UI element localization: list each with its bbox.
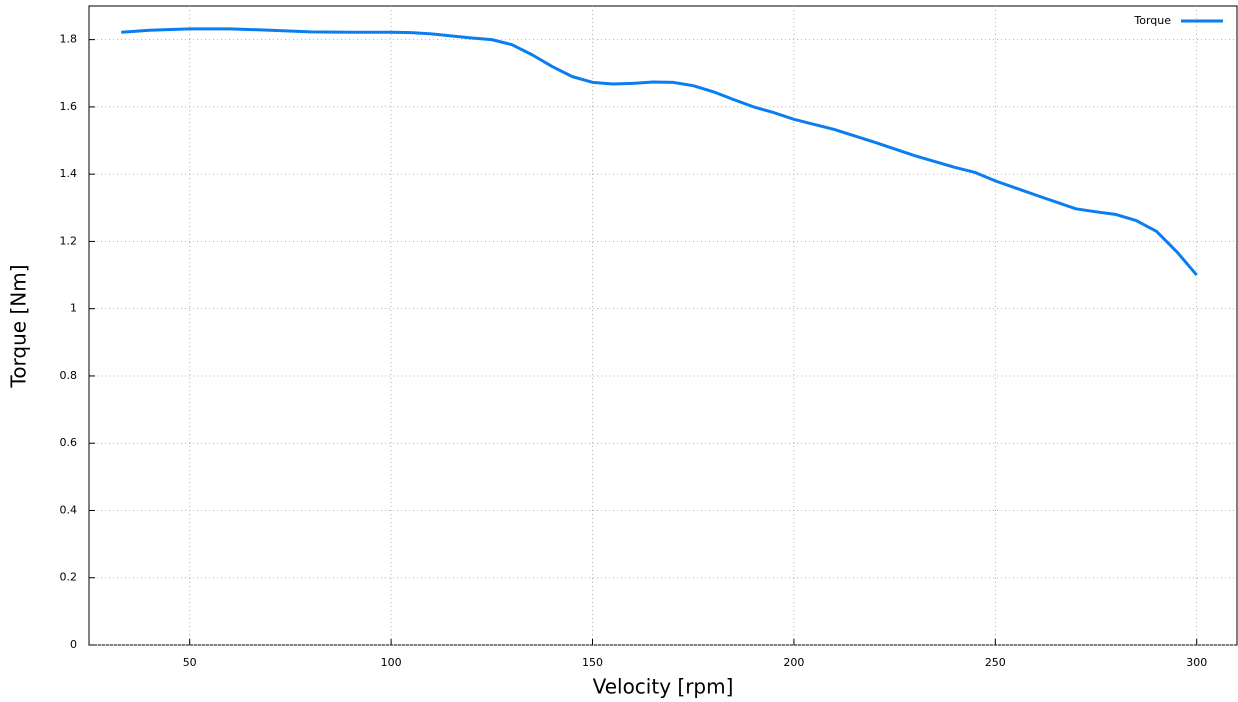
y-tick-label: 0.8 [60, 369, 78, 382]
x-tick-label: 150 [582, 656, 603, 669]
y-tick-label: 1.2 [60, 234, 78, 247]
legend-label: Torque [1133, 14, 1171, 27]
plot-frame [88, 5, 1238, 646]
data-line [121, 27, 1198, 277]
x-tick-label: 50 [183, 656, 197, 669]
x-axis-label: Velocity [rpm] [593, 675, 734, 699]
x-tick-label: 250 [985, 656, 1006, 669]
y-tick-label: 1.4 [60, 167, 78, 180]
y-tick-label: 0.4 [60, 503, 78, 516]
y-tick-label: 0 [70, 638, 77, 651]
x-tick-label: 100 [381, 656, 402, 669]
y-tick-label: 0.6 [60, 436, 78, 449]
y-tick-label: 1 [70, 302, 77, 315]
y-axis-label: Torque [Nm] [7, 264, 31, 388]
x-tick-label: 300 [1186, 656, 1207, 669]
y-tick-label: 0.2 [60, 571, 78, 584]
x-tick-label: 200 [783, 656, 804, 669]
y-tick-label: 1.6 [60, 100, 78, 113]
y-tick-label: 1.8 [60, 33, 78, 46]
